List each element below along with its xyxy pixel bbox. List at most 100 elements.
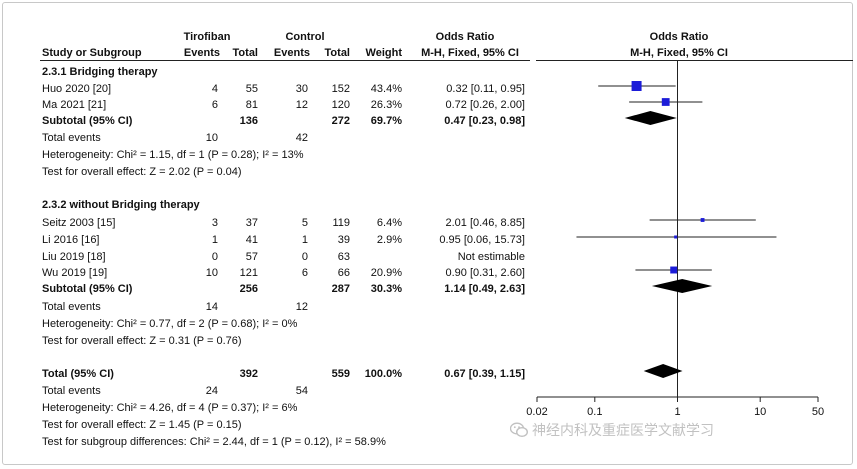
heterogeneity-text: Heterogeneity: Chi² = 0.77, df = 2 (P = …	[42, 318, 298, 330]
total-events1: 24	[205, 385, 218, 397]
overall-effect-text: Test for overall effect: Z = 2.02 (P = 0…	[42, 166, 242, 178]
header-rule-plot	[536, 60, 853, 61]
study-name: Wu 2019 [19]	[42, 267, 108, 279]
events1-column-header: Events	[183, 47, 220, 59]
summary-diamond	[624, 111, 677, 125]
study-marker	[631, 81, 642, 91]
weight-column-header: Weight	[365, 47, 402, 59]
events1-cell: 3	[211, 217, 218, 229]
total-events1: 14	[205, 301, 218, 313]
odds-ratio-plot-header: Odds Ratio	[649, 31, 709, 43]
total-events2: 42	[295, 132, 308, 144]
subtotal-ci: 1.14 [0.49, 2.63]	[444, 283, 525, 295]
total1-cell: 55	[245, 83, 258, 95]
study-name: Ma 2021 [21]	[42, 99, 107, 111]
weight-cell: 43.4%	[370, 83, 402, 95]
study-marker	[700, 218, 705, 222]
events1-cell: 4	[211, 83, 218, 95]
weight-cell: 20.9%	[370, 267, 402, 279]
study-marker	[670, 266, 678, 274]
events2-cell: 12	[295, 99, 308, 111]
events1-cell: 0	[211, 251, 218, 263]
total-events-label: Total events	[42, 301, 101, 313]
total2-cell: 119	[332, 217, 350, 229]
subtotal-weight: 30.3%	[370, 283, 402, 295]
events2-cell: 5	[301, 217, 308, 229]
total1-cell: 41	[245, 234, 258, 246]
total-weight: 100.0%	[364, 368, 402, 380]
overall-effect-text: Test for overall effect: Z = 0.31 (P = 0…	[42, 335, 242, 347]
total-events1: 10	[205, 132, 218, 144]
events2-cell: 6	[301, 267, 308, 279]
total2-column-header: Total	[324, 47, 350, 59]
method-table-header: M-H, Fixed, 95% CI	[421, 47, 519, 59]
x-tick-label: 0.1	[587, 406, 602, 418]
subgroup-title: 2.3.1 Bridging therapy	[42, 66, 158, 78]
study-name: Liu 2019 [18]	[42, 251, 106, 263]
events1-cell: 6	[211, 99, 218, 111]
x-tick-label: 10	[754, 406, 766, 418]
subtotal-label: Subtotal (95% CI)	[42, 283, 133, 295]
x-tick-label: 50	[812, 406, 824, 418]
study-name: Huo 2020 [20]	[42, 83, 112, 95]
events1-cell: 1	[211, 234, 218, 246]
total1-cell: 57	[245, 251, 258, 263]
heterogeneity-text: Heterogeneity: Chi² = 4.26, df = 4 (P = …	[42, 402, 298, 414]
study-column-header: Study or Subgroup	[42, 47, 142, 59]
total2-cell: 63	[337, 251, 350, 263]
group2-header: Control	[285, 31, 325, 43]
subtotal-ci: 0.47 [0.23, 0.98]	[444, 115, 525, 127]
wechat-logo-icon	[509, 422, 529, 443]
subtotal-total2: 287	[331, 283, 350, 295]
total-label: Total (95% CI)	[42, 368, 114, 380]
weight-cell: 6.4%	[376, 217, 402, 229]
events1-cell: 10	[205, 267, 218, 279]
overall-effect-text: Test for overall effect: Z = 1.45 (P = 0…	[42, 419, 242, 431]
study-name: Seitz 2003 [15]	[42, 217, 116, 229]
events2-cell: 30	[295, 83, 308, 95]
ci-cell: Not estimable	[457, 251, 525, 263]
events2-column-header: Events	[273, 47, 310, 59]
study-name: Li 2016 [16]	[42, 234, 100, 246]
ci-cell: 0.90 [0.31, 2.60]	[445, 267, 525, 279]
total-total2: 559	[331, 368, 350, 380]
x-tick-label: 0.02	[526, 406, 547, 418]
total-events-label: Total events	[42, 385, 101, 397]
total1-column-header: Total	[232, 47, 258, 59]
heterogeneity-text: Heterogeneity: Chi² = 1.15, df = 1 (P = …	[42, 149, 304, 161]
x-tick-label: 1	[674, 406, 680, 418]
total-events2: 54	[295, 385, 308, 397]
total1-cell: 81	[245, 99, 258, 111]
study-marker	[674, 235, 678, 239]
subtotal-total1: 136	[239, 115, 258, 127]
events2-cell: 1	[301, 234, 308, 246]
total2-cell: 120	[331, 99, 350, 111]
total-total1: 392	[239, 368, 258, 380]
ci-cell: 0.72 [0.26, 2.00]	[445, 99, 525, 111]
ci-cell: 0.32 [0.11, 0.95]	[446, 83, 525, 95]
subtotal-total1: 256	[239, 283, 258, 295]
total1-cell: 37	[245, 217, 258, 229]
total2-cell: 66	[337, 267, 350, 279]
total2-cell: 39	[337, 234, 350, 246]
total1-cell: 121	[239, 267, 258, 279]
weight-cell: 2.9%	[376, 234, 402, 246]
subtotal-weight: 69.7%	[370, 115, 402, 127]
odds-ratio-table-header: Odds Ratio	[435, 31, 495, 43]
events2-cell: 0	[301, 251, 308, 263]
total-events2: 12	[295, 301, 308, 313]
summary-diamond	[643, 364, 683, 378]
method-plot-header: M-H, Fixed, 95% CI	[630, 47, 728, 59]
subgroup-title: 2.3.2 without Bridging therapy	[42, 199, 200, 211]
weight-cell: 26.3%	[370, 99, 402, 111]
watermark: 神经内科及重症医学文献学习	[509, 422, 714, 443]
total2-cell: 152	[331, 83, 350, 95]
subgroup-differences-text: Test for subgroup differences: Chi² = 2.…	[42, 436, 386, 448]
ci-cell: 2.01 [0.46, 8.85]	[445, 217, 525, 229]
study-marker	[661, 98, 670, 106]
summary-diamond	[651, 279, 713, 293]
ci-cell: 0.95 [0.06, 15.73]	[439, 234, 525, 246]
total-events-label: Total events	[42, 132, 101, 144]
